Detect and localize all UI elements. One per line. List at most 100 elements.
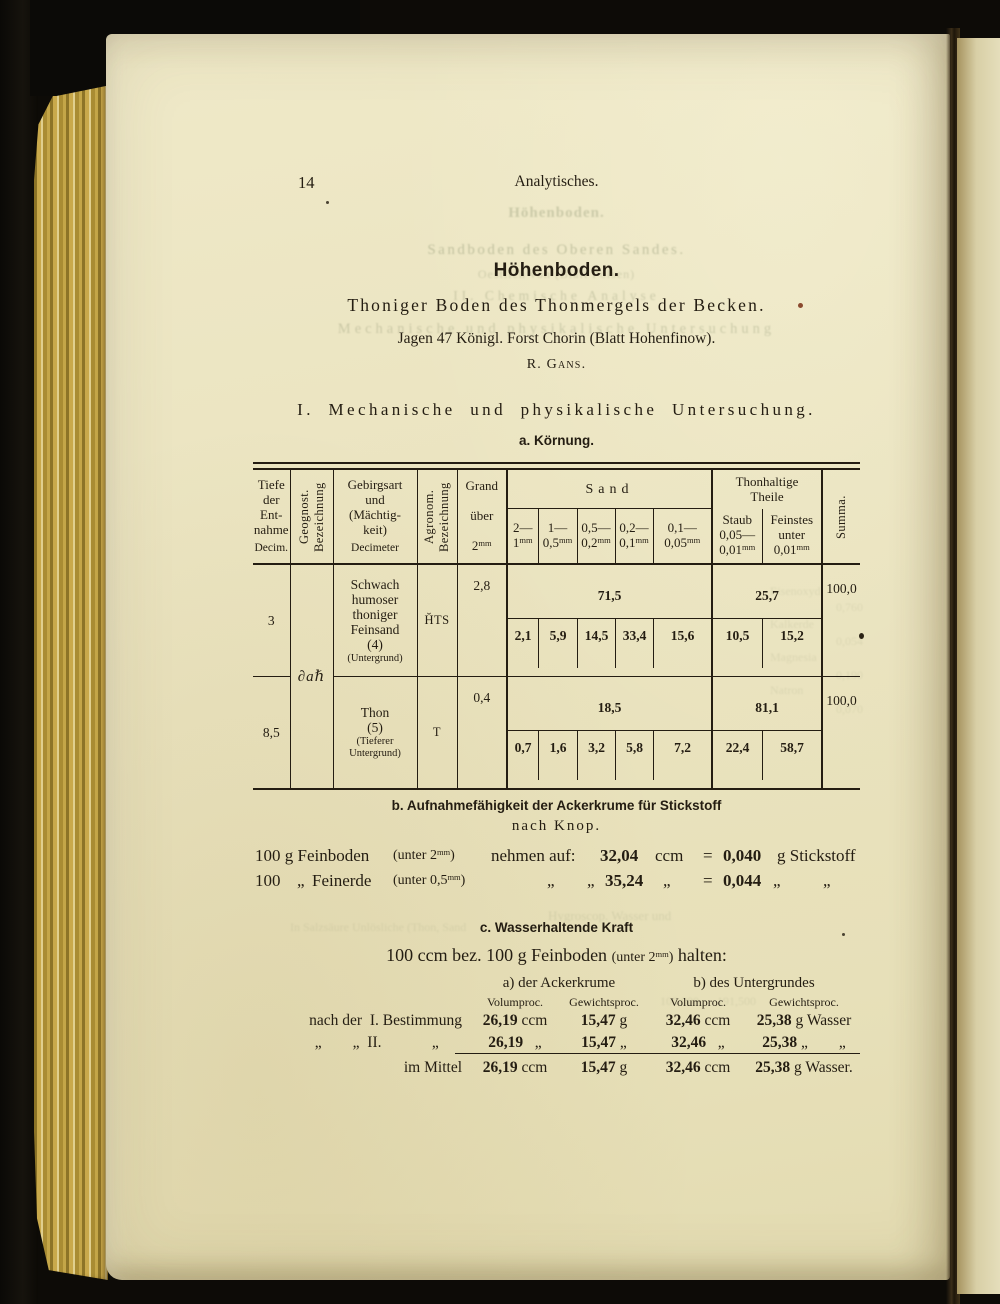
section-1a-heading: a. Körnung. — [519, 433, 594, 448]
book-cover-edge — [0, 0, 38, 1304]
sand-subcol-4: 0,2— 0,1mm — [615, 508, 654, 565]
ink-speck — [326, 201, 329, 204]
value: 25,38 g Wasser — [756, 1012, 852, 1029]
gebirgsart-label: Gebirgsart und (Mächtig- keit) — [347, 477, 403, 537]
bleedthrough-line: Hygroscop. Wasser und — [548, 908, 672, 923]
bleedthrough-line: Sandboden des Oberen Sandes. — [427, 242, 686, 258]
section-1-heading: I. Mechanische und physikalische Untersu… — [297, 400, 816, 419]
mittel-rule — [455, 1053, 860, 1054]
value: 32,46 ccm — [665, 1012, 731, 1029]
author-name: R. Gans. — [526, 357, 587, 372]
col-header-gebirgsart: Gebirgsart und (Mächtig- keit) Decimeter — [333, 470, 418, 565]
text: Feinerde — [312, 871, 372, 890]
value: 15,47 g — [580, 1012, 628, 1029]
paren-note: (unter 0,5mm) — [393, 872, 466, 888]
cell-tiefe: 3 — [253, 564, 291, 677]
value: 15,47 g — [580, 1059, 628, 1076]
cell-sand-group: 18,5 0,7 1,6 3,2 5,8 7,2 — [507, 676, 713, 789]
thonhaltige-label: Thonhaltige Theile — [735, 474, 799, 505]
water-table-group-headers: a) der Ackerkrume b) des Untergrundes — [285, 975, 860, 992]
ditto: „ — [773, 871, 781, 890]
col-header-tiefe: Tiefe der Ent- nahme Decim. — [253, 470, 291, 565]
paren-note: (unter 2mm) — [611, 949, 674, 965]
cell-thon-group: 81,1 22,4 58,7 — [712, 676, 824, 789]
row-label: im Mittel — [403, 1059, 462, 1076]
table-row: 8,5 Thon (5) (Tieferer Untergrund) T 0,4… — [253, 676, 861, 789]
water-table-mittel-row: im Mittel 26,19 ccm 15,47 g 32,46 ccm 25… — [285, 1059, 860, 1077]
cell-grand: 2,8 — [457, 564, 508, 677]
water-table-row-1: nach der I. Bestimmung 26,19 ccm 15,47 g… — [285, 1012, 860, 1030]
running-header: Analytisches. — [514, 173, 599, 190]
page-number: 14 — [298, 173, 315, 192]
group-header-sand: Sand — [507, 470, 713, 509]
value: 32,46 „ — [671, 1034, 725, 1051]
unit: ccm — [655, 846, 684, 865]
text: 100 ccm bez. 100 g Feinboden — [386, 945, 612, 965]
equals: = — [703, 846, 713, 865]
section-b-heading: b. Aufnahmefähigkeit der Ackerkrume für … — [391, 798, 722, 813]
facing-page-sliver — [957, 38, 1000, 1294]
cell-agronom: T — [417, 676, 458, 789]
summa-label: Summa. — [834, 494, 849, 539]
value: 0,044 — [723, 871, 762, 890]
water-table-row-2: „ „ II. „ 26,19 „ 15,47 „ 32,46 „ 25,38 … — [285, 1034, 860, 1052]
cell-tiefe: 8,5 — [253, 676, 291, 789]
grand-label: Grand über 2mm — [465, 478, 499, 553]
nitrogen-line-1: 100 g Feinboden (unter 2mm) nehmen auf: … — [255, 846, 865, 870]
table-row: 3 ∂aℏ Schwach humoser thoniger Feinsand … — [253, 564, 860, 789]
cell-geognost: ∂aℏ — [290, 564, 334, 789]
row-label: „ „ II. „ — [314, 1034, 462, 1051]
ink-speck — [859, 633, 864, 639]
subheader: Gewichtsproc. — [569, 995, 639, 1009]
value: 26,19 ccm — [482, 1059, 548, 1076]
col-header-geognost: Geognost. Bezeichnung — [290, 470, 334, 565]
ditto: „ — [587, 871, 595, 890]
cell-grand: 0,4 — [457, 676, 508, 789]
text: g Stickstoff — [777, 846, 856, 865]
equals: = — [703, 871, 713, 890]
page-edges-stack — [34, 48, 108, 1280]
subheader: Volumproc. — [669, 995, 727, 1009]
value: 26,19 „ — [488, 1034, 542, 1051]
geognost-label: Geognost. Bezeichnung — [296, 481, 326, 552]
ditto: „ — [297, 871, 305, 890]
sand-subcol-2: 1— 0,5mm — [538, 508, 578, 565]
staub-subcol: Staub 0,05— 0,01mm — [712, 508, 763, 565]
feinstes-subcol: Feinstes unter 0,01mm — [762, 508, 824, 565]
bleedthrough-line: 100,000 191,500 — [660, 994, 756, 1008]
group-a-header: a) der Ackerkrume — [502, 975, 616, 991]
value: 15,47 „ — [581, 1034, 627, 1051]
page-title: Thoniger Boden des Thonmergels der Becke… — [347, 295, 766, 315]
bleedthrough-line: Höhenboden. — [508, 205, 605, 221]
col-header-summa: Summa. — [822, 470, 861, 565]
bleedthrough-line: II. Chemische Analyse — [453, 288, 660, 303]
text: 100 g Feinboden — [255, 846, 370, 865]
ink-speck — [798, 303, 803, 308]
grain-size-table: Tiefe der Ent- nahme Decim. Geognost. Be… — [253, 462, 861, 790]
bleedthrough-line: In Salzsäure Unlösliche (Thon, Sand — [290, 920, 467, 934]
thon-breakdown: 10,5 15,2 — [713, 618, 821, 668]
sand-subcol-3: 0,5— 0,2mm — [577, 508, 616, 565]
value: 0,040 — [723, 846, 762, 865]
cell-gebirgsart: Thon (5) (Tieferer Untergrund) — [333, 676, 418, 789]
thon-breakdown: 22,4 58,7 — [713, 730, 821, 780]
value: 35,24 — [605, 871, 644, 890]
tiefe-unit: Decim. — [254, 542, 289, 554]
sand-total: 71,5 — [597, 587, 622, 603]
ditto: „ — [547, 871, 555, 890]
value: 32,46 ccm — [665, 1059, 731, 1076]
text: nehmen auf: — [491, 846, 576, 865]
row-label: nach der I. Bestimmung — [309, 1012, 462, 1029]
group-b-header: b) des Untergrundes — [693, 975, 815, 991]
section-b-subheading: nach Knop. — [511, 818, 602, 834]
cell-summa: 100,0 — [826, 581, 857, 596]
value: 26,19 ccm — [482, 1012, 548, 1029]
bleedthrough-line: Mechanische und physikalische Untersuchu… — [337, 321, 776, 337]
cell-gebirgsart: Schwach humoser thoniger Feinsand (4) (U… — [333, 564, 418, 677]
nitrogen-line-2: 100 „ Feinerde (unter 0,5mm) „ „ 35,24 „… — [255, 871, 865, 895]
ink-speck — [842, 933, 845, 936]
value: 25,38 „ „ — [762, 1034, 846, 1051]
section-heading: Höhenboden. — [493, 260, 620, 281]
